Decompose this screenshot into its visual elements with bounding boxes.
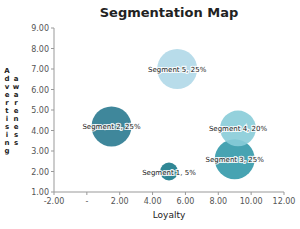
y-tick-label: 3.00 <box>31 147 49 156</box>
y-tick-label: 6.00 <box>31 86 49 95</box>
y-axis-label-letter: A <box>4 67 10 75</box>
y-tick <box>51 110 54 111</box>
y-axis-label: awareness <box>13 75 20 147</box>
bubble-label: Segment 3, 25% <box>206 156 265 164</box>
y-tick-label: 8.00 <box>31 45 49 54</box>
y-tick-label: 9.00 <box>31 24 49 33</box>
bubble-label: Segment 2, 25% <box>82 123 141 131</box>
x-tick-label: 10.00 <box>240 197 263 206</box>
y-tick-label: 1.00 <box>31 188 49 197</box>
y-axis-label-letter: r <box>14 99 18 107</box>
y-axis-label-letter: n <box>5 139 10 147</box>
y-axis-label-letter: a <box>14 91 19 99</box>
y-tick <box>51 48 54 49</box>
y-tick-label: 7.00 <box>31 65 49 74</box>
y-tick <box>51 151 54 152</box>
bubble-label: Segment 1, 5% <box>142 169 196 177</box>
y-tick <box>51 89 54 90</box>
y-axis-label-letter: v <box>5 83 10 91</box>
x-tick <box>185 192 186 195</box>
y-axis-label-letter: e <box>5 91 10 99</box>
x-tick-label: -2.00 <box>44 197 65 206</box>
y-axis-label-letter: n <box>14 115 19 123</box>
y-tick-label: 5.00 <box>31 106 49 115</box>
y-axis-label-letter: g <box>4 147 9 155</box>
x-tick-label: 12.00 <box>273 197 296 206</box>
y-tick-label: 2.00 <box>31 168 49 177</box>
y-axis-label-letter: t <box>5 107 9 115</box>
y-axis-label-letter: e <box>14 123 19 131</box>
y-axis-label: Advertising <box>4 67 10 155</box>
y-axis-label-letter: i <box>6 115 8 123</box>
y-axis-label-letter: s <box>14 139 18 147</box>
x-tick-label: 8.00 <box>209 197 227 206</box>
x-tick-label: 2.00 <box>111 197 129 206</box>
y-axis-label-letter: s <box>14 131 18 139</box>
y-axis-label-letter: i <box>6 131 8 139</box>
bubble-label: Segment 5, 25% <box>148 66 207 74</box>
x-tick <box>152 192 153 195</box>
y-axis-label-letter: r <box>5 99 9 107</box>
x-tick <box>218 192 219 195</box>
y-tick <box>51 192 54 193</box>
x-axis-line <box>54 192 284 193</box>
chart: Segmentation Map-2.00-2.004.006.008.0010… <box>0 0 300 229</box>
bubble-label: Segment 4, 20% <box>209 125 268 133</box>
y-tick <box>51 171 54 172</box>
y-tick-label: 4.00 <box>31 127 49 136</box>
x-tick-label: 4.00 <box>144 197 162 206</box>
y-axis-label-letter: w <box>13 83 20 91</box>
y-tick <box>51 69 54 70</box>
x-tick <box>284 192 285 195</box>
x-tick-label: - <box>85 197 88 206</box>
x-tick <box>251 192 252 195</box>
y-axis-label-letter: a <box>14 75 19 83</box>
x-tick-label: 6.00 <box>177 197 195 206</box>
y-tick <box>51 28 54 29</box>
y-axis-label-letter: s <box>5 123 9 131</box>
y-tick <box>51 130 54 131</box>
title: Segmentation Map <box>100 5 239 20</box>
x-tick <box>86 192 87 195</box>
x-tick <box>119 192 120 195</box>
y-axis-label-letter: e <box>14 107 19 115</box>
y-axis-label-letter: d <box>4 75 9 83</box>
x-axis-label: Loyalty <box>153 210 186 220</box>
